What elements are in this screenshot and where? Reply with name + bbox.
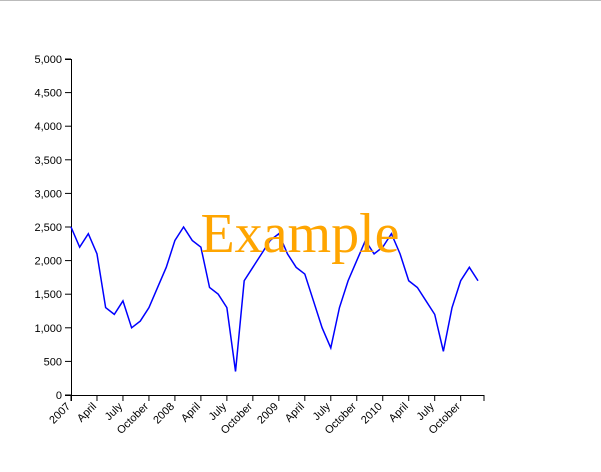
y-tick-label: 2,000 xyxy=(34,256,62,268)
y-tick-label: 4,000 xyxy=(34,121,62,133)
y-tick-label: 2,500 xyxy=(34,222,62,234)
watermark: Example xyxy=(200,203,399,265)
y-tick-label: 1,000 xyxy=(34,323,62,335)
x-tick-label: 2007 xyxy=(47,401,73,427)
y-tick-label: 500 xyxy=(44,356,62,368)
x-tick-label: April xyxy=(179,401,203,425)
x-tick-label: 2010 xyxy=(359,401,385,427)
y-tick-label: 4,500 xyxy=(34,88,62,100)
x-axis xyxy=(71,395,485,401)
y-tick-label: 1,500 xyxy=(34,289,62,301)
x-tick-label: April xyxy=(75,401,99,425)
y-tick-label: 3,000 xyxy=(34,188,62,200)
x-tick-label: 2009 xyxy=(255,401,281,427)
y-tick-label: 5,000 xyxy=(34,54,62,66)
x-tick-label: April xyxy=(387,401,411,425)
y-tick-label: 3,500 xyxy=(34,155,62,167)
x-tick-label: July xyxy=(311,400,334,423)
x-tick-label: July xyxy=(103,400,126,423)
x-tick-label: 2008 xyxy=(151,401,177,427)
x-tick-label: April xyxy=(283,401,307,425)
y-tick-label: 0 xyxy=(56,390,62,402)
x-tick-label: July xyxy=(415,400,438,423)
x-tick-label: July xyxy=(207,400,230,423)
line xyxy=(70,225,479,372)
